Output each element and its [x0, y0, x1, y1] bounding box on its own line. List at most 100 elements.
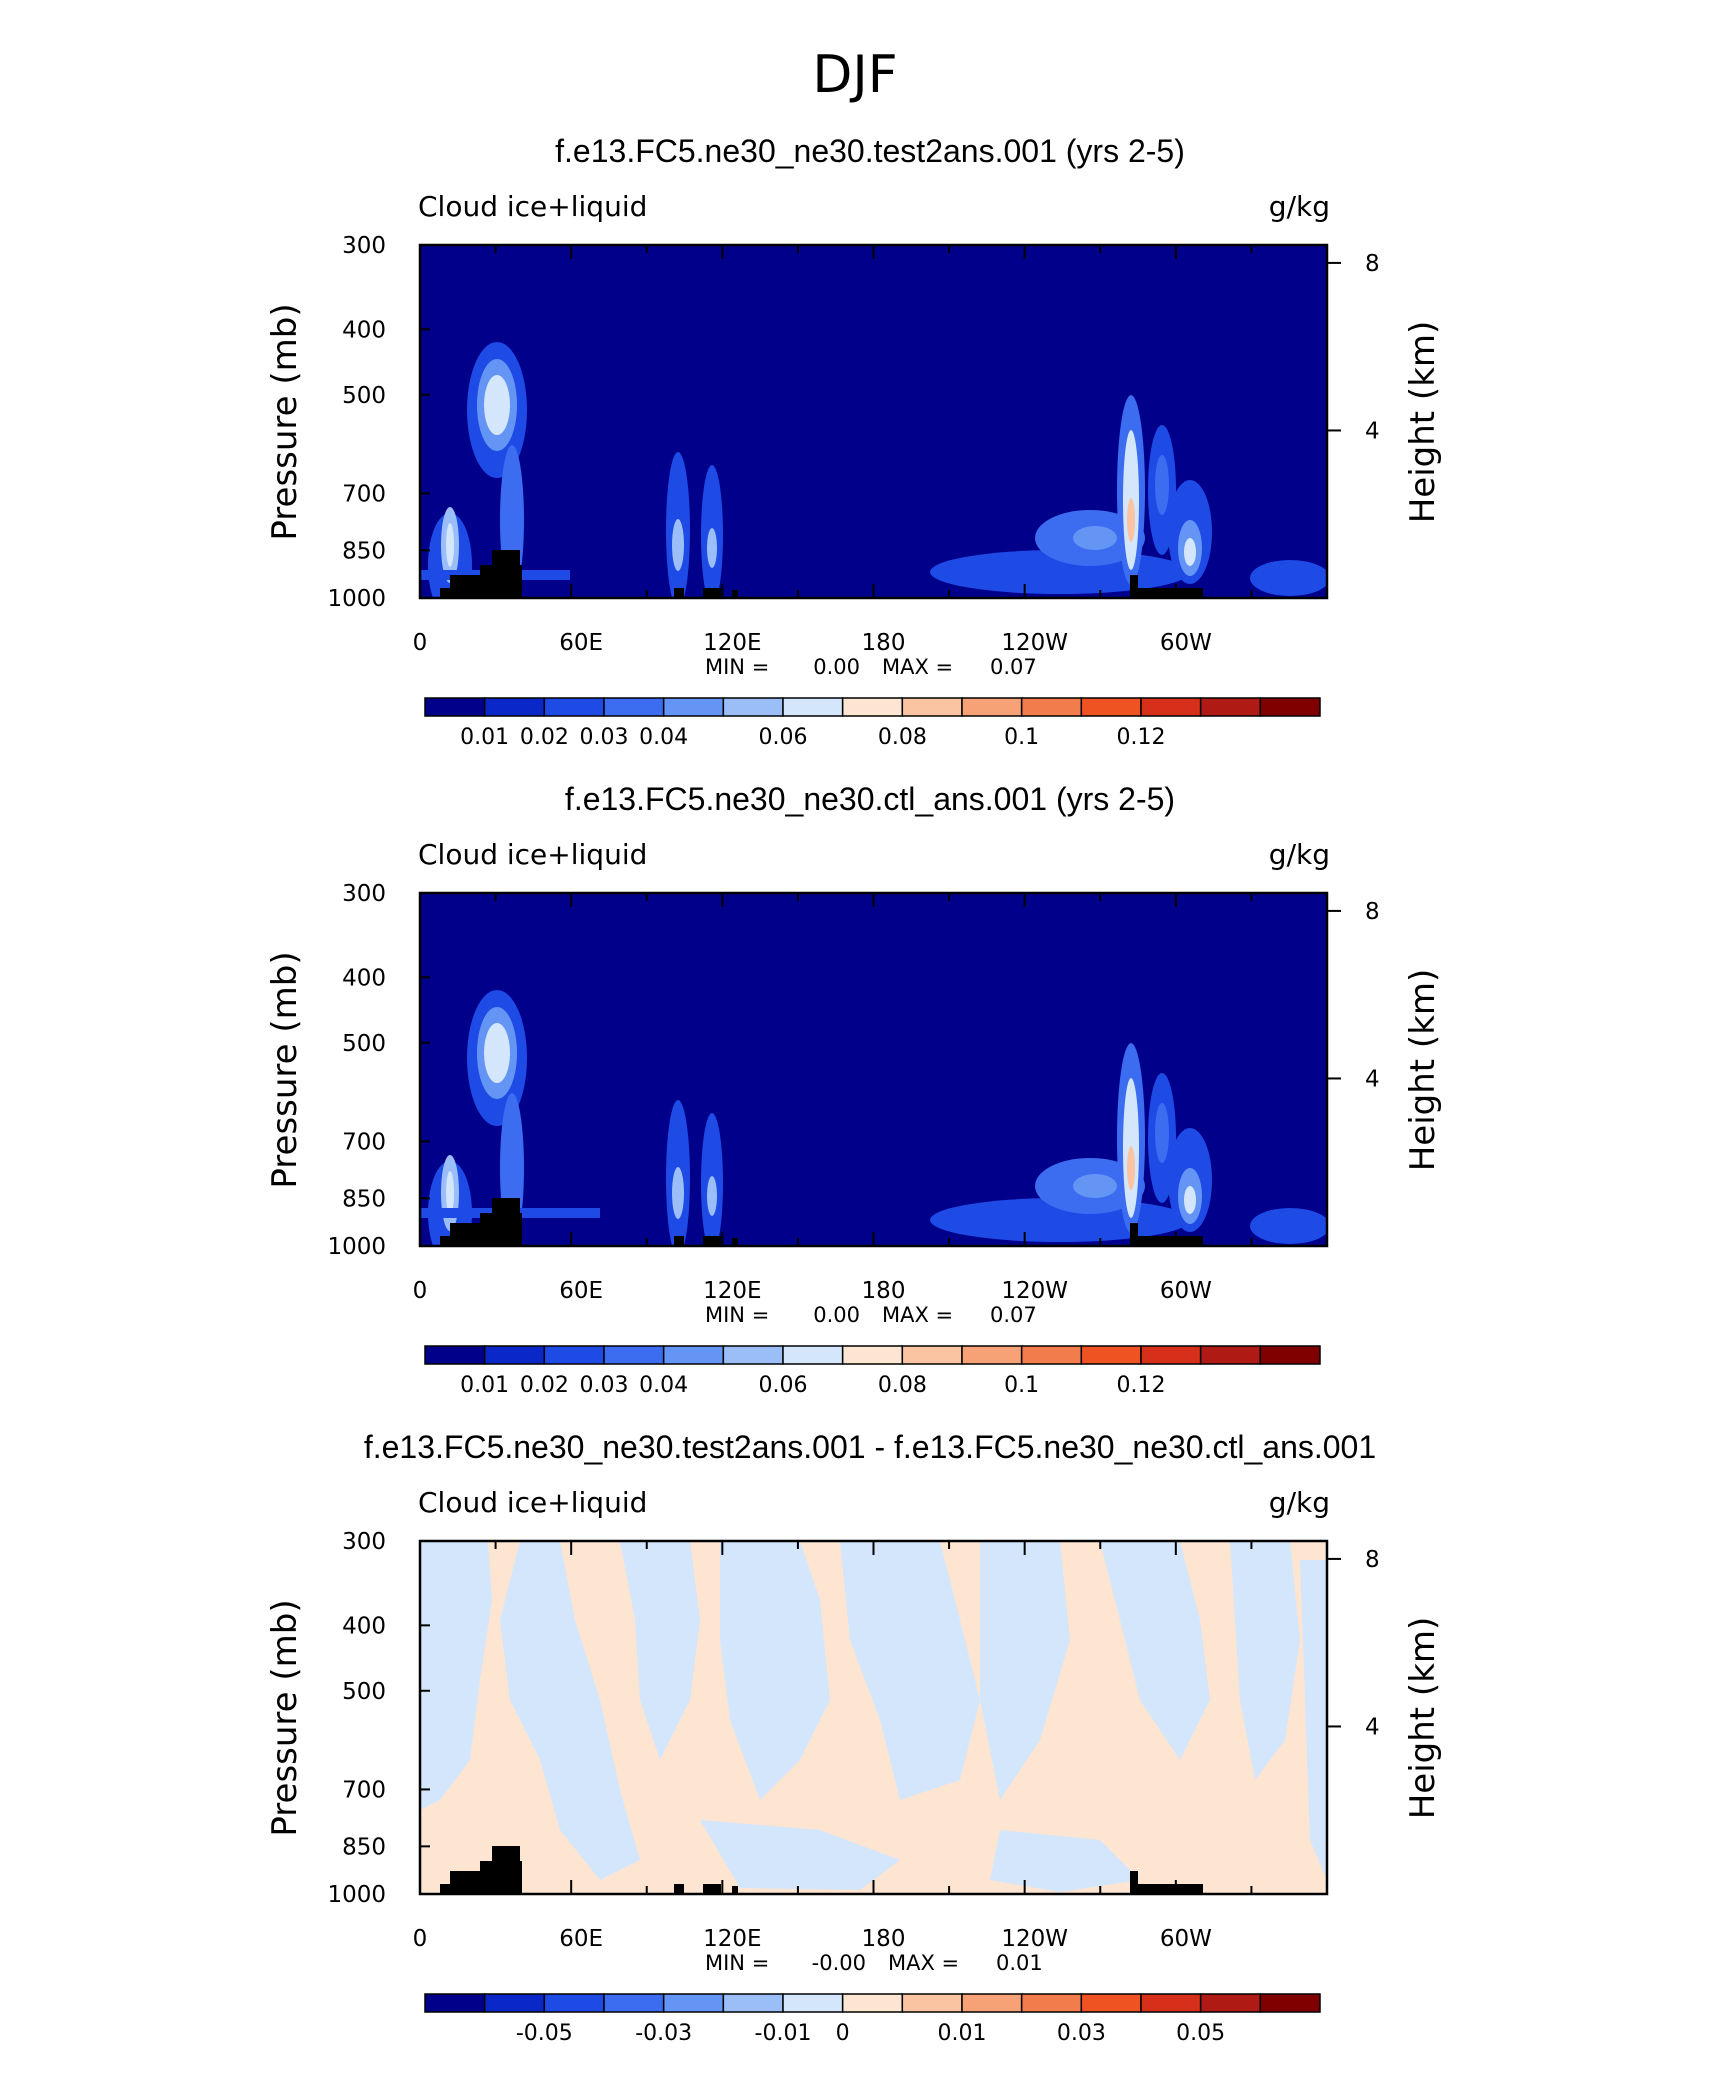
feature-maritime-1	[666, 452, 690, 598]
pressure-tick-label: 700	[342, 481, 386, 507]
colorbar-label: 0.03	[580, 725, 629, 750]
panel-1-colorbar: 0.01 0.02 0.03 0.04 0.06 0.08 0.1 0.12	[424, 697, 1321, 750]
panel-1-title: f.e13.FC5.ne30_ne30.test2ans.001 (yrs 2-…	[555, 133, 1185, 169]
feature-andes	[1117, 395, 1145, 585]
colorbar-label: 0.05	[1176, 2021, 1225, 2046]
colorbar-box	[1020, 1345, 1083, 1365]
colorbar-box	[1259, 697, 1321, 717]
colorbar-label: 0.01	[460, 1373, 509, 1398]
pressure-tick-label: 500	[342, 383, 386, 409]
colorbar-box	[1259, 1993, 1321, 2013]
panel-1-lon-axis: 0 60E 120E 180 120W 60W	[413, 245, 1328, 656]
colorbar-box	[1140, 1993, 1202, 2013]
lon-tick-label: 60E	[559, 1278, 603, 1304]
colorbar-box	[424, 1345, 486, 1365]
pressure-tick-label: 850	[342, 1834, 386, 1860]
pressure-tick-label: 1000	[327, 586, 386, 612]
panel-3-colorbar: -0.05 -0.03 -0.01 0 0.01 0.03 0.05	[424, 1993, 1321, 2046]
colorbar-box	[483, 697, 546, 717]
colorbar-box	[961, 1993, 1023, 2013]
colorbar-box	[722, 1345, 784, 1365]
pressure-tick-label: 500	[342, 1031, 386, 1057]
panel-1-ylabel-right: Height (km)	[1403, 321, 1443, 524]
height-tick-label: 8	[1365, 251, 1380, 277]
pressure-tick-label: 400	[342, 317, 386, 343]
colorbar-label: -0.03	[635, 2021, 692, 2046]
colorbar-box	[1199, 1345, 1262, 1365]
panel-3-field-negative	[420, 1541, 1327, 1892]
panel-3-ylabel-right: Height (km)	[1403, 1617, 1443, 1820]
colorbar-box	[901, 1993, 963, 2013]
lon-tick-label: 60W	[1160, 630, 1212, 656]
panel-2-ylabel-right: Height (km)	[1403, 969, 1443, 1172]
colorbar-box	[841, 697, 904, 717]
colorbar-box	[1020, 1993, 1083, 2013]
colorbar-label: 0.04	[639, 1373, 688, 1398]
panel-1: f.e13.FC5.ne30_ne30.test2ans.001 (yrs 2-…	[265, 133, 1443, 750]
colorbar-box	[901, 1345, 963, 1365]
colorbar-label: 0.1	[1004, 725, 1039, 750]
height-tick-label: 4	[1365, 418, 1380, 444]
panel-1-ylabel: Pressure (mb)	[265, 303, 305, 540]
colorbar-box	[424, 1993, 486, 2013]
panel-3-max-label: MAX =	[888, 1951, 959, 1975]
panel-3-height-axis: 84	[1327, 1547, 1380, 1740]
colorbar-label: 0.1	[1004, 1373, 1039, 1398]
colorbar-label: 0.03	[1057, 2021, 1106, 2046]
feature-eastern-pacific	[930, 510, 1190, 594]
colorbar-box	[901, 697, 963, 717]
lon-tick-label: 60W	[1160, 1278, 1212, 1304]
panel-3-ylabel: Pressure (mb)	[265, 1599, 305, 1836]
panel-3-min-label: MIN =	[705, 1951, 769, 1975]
lon-tick-label: 120W	[1001, 1278, 1068, 1304]
pressure-tick-label: 1000	[327, 1234, 386, 1260]
colorbar-box	[543, 1345, 605, 1365]
panel-1-topography	[440, 550, 1203, 598]
lon-tick-label: 0	[413, 630, 428, 656]
lon-tick-label: 60W	[1160, 1926, 1212, 1952]
pressure-tick-label: 700	[342, 1129, 386, 1155]
colorbar-box	[483, 1345, 546, 1365]
colorbar-box	[782, 1993, 844, 2013]
panel-3-topography	[440, 1846, 1203, 1894]
panel-2-max-value: 0.07	[990, 1303, 1037, 1327]
lon-tick-label: 120E	[703, 630, 761, 656]
lon-tick-label: 180	[862, 1278, 906, 1304]
height-tick-label: 4	[1365, 1066, 1380, 1092]
pressure-tick-label: 300	[342, 881, 386, 907]
lon-tick-label: 180	[862, 630, 906, 656]
colorbar-box	[1140, 697, 1202, 717]
colorbar-box	[603, 1993, 665, 2013]
colorbar-label: 0.08	[878, 725, 927, 750]
feature-tibet-column	[467, 342, 527, 595]
colorbar-box	[961, 697, 1023, 717]
colorbar-label: 0.12	[1117, 1373, 1166, 1398]
height-tick-label: 8	[1365, 1547, 1380, 1573]
panel-3-pressure-axis: 300 400 500 700 850 1000	[327, 1529, 430, 1908]
colorbar-box	[1080, 1993, 1142, 2013]
lon-tick-label: 0	[413, 1278, 428, 1304]
panel-1-max-label: MAX =	[882, 655, 953, 679]
pressure-tick-label: 850	[342, 538, 386, 564]
panel-2-left-string: Cloud ice+liquid	[418, 838, 647, 871]
panel-1-right-string: g/kg	[1269, 190, 1330, 223]
colorbar-box	[1080, 697, 1142, 717]
panel-2-colorbar: 0.01 0.02 0.03 0.04 0.06 0.08 0.1 0.12	[424, 1345, 1321, 1398]
panel-3-right-string: g/kg	[1269, 1486, 1330, 1519]
lon-tick-label: 180	[862, 1926, 906, 1952]
feature-maritime-1	[666, 1100, 690, 1246]
lon-tick-label: 0	[413, 1926, 428, 1952]
colorbar-box	[841, 1345, 904, 1365]
colorbar-box	[722, 697, 784, 717]
colorbar-box	[543, 1993, 605, 2013]
panel-1-height-axis: 84	[1327, 251, 1380, 444]
colorbar-box	[961, 1345, 1023, 1365]
colorbar-label: 0	[836, 2021, 850, 2046]
figure-title: DJF	[812, 45, 897, 105]
lon-tick-label: 120E	[703, 1926, 761, 1952]
panel-3-left-string: Cloud ice+liquid	[418, 1486, 647, 1519]
panel-2-height-axis: 84	[1327, 899, 1380, 1092]
panel-1-min-value: 0.00	[813, 655, 860, 679]
colorbar-label: 0.06	[759, 725, 808, 750]
panel-2-lon-axis: 0 60E 120E 180 120W 60W	[413, 893, 1328, 1304]
